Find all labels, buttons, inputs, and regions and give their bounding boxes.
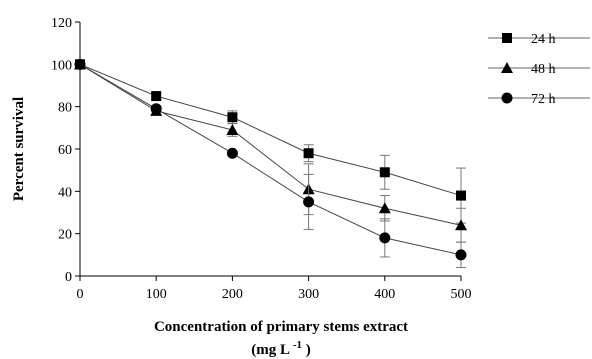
x-tick-label: 500 bbox=[451, 287, 472, 302]
data-point-24h bbox=[151, 91, 162, 102]
y-tick-label: 0 bbox=[65, 270, 72, 285]
legend-label-48h: 48 h bbox=[531, 62, 556, 77]
data-point-48h bbox=[455, 219, 467, 231]
x-tick-label: 100 bbox=[146, 287, 167, 302]
y-tick-label: 20 bbox=[58, 228, 72, 243]
x-tick-label: 200 bbox=[222, 287, 243, 302]
y-tick-label: 80 bbox=[58, 101, 72, 116]
series-24h bbox=[75, 59, 466, 224]
legend: 24 h 48 h 72 h bbox=[488, 32, 590, 107]
series-line-24h bbox=[79, 63, 462, 197]
x-axis-title: Concentration of primary stems extract bbox=[154, 319, 408, 335]
data-point-72h bbox=[379, 232, 391, 244]
y-tick-label: 40 bbox=[58, 185, 72, 200]
legend-item-72h: 72 h bbox=[488, 92, 590, 107]
y-tick-label: 60 bbox=[58, 143, 72, 158]
legend-item-24h: 24 h bbox=[488, 32, 590, 47]
x-tick-label: 300 bbox=[298, 287, 319, 302]
data-point-48h bbox=[226, 123, 239, 135]
legend-marker-24h bbox=[502, 33, 512, 43]
x-tick-label: 400 bbox=[374, 287, 395, 302]
legend-marker-48h bbox=[501, 62, 513, 73]
series-72h bbox=[74, 58, 467, 269]
legend-marker-72h bbox=[501, 92, 513, 104]
legend-label-72h: 72 h bbox=[531, 92, 556, 107]
x-axis-unit-main: (mg L bbox=[251, 342, 290, 358]
x-axis-unit-sup: -1 bbox=[293, 339, 302, 351]
data-point-48h bbox=[378, 202, 391, 214]
legend-label-24h: 24 h bbox=[531, 32, 556, 47]
data-point-72h bbox=[74, 58, 86, 70]
data-point-72h bbox=[226, 147, 238, 159]
data-point-72h bbox=[455, 249, 467, 261]
x-axis-unit: (mg L -1 ) bbox=[251, 336, 311, 358]
data-point-24h bbox=[456, 190, 466, 201]
x-tick-label: 0 bbox=[77, 287, 84, 302]
y-axis-title: Percent survival bbox=[11, 97, 27, 201]
series-line-48h bbox=[79, 63, 462, 226]
data-point-24h bbox=[227, 112, 238, 123]
data-point-24h bbox=[379, 167, 390, 178]
series-line-72h bbox=[79, 63, 462, 256]
axes: 0 20 40 60 80 100 120 0 100 200 300 400 500 bbox=[51, 16, 472, 302]
y-tick-label: 100 bbox=[51, 58, 72, 73]
x-axis-unit-close: ) bbox=[306, 342, 311, 358]
y-tick-label: 120 bbox=[51, 16, 72, 31]
data-point-72h bbox=[150, 103, 162, 115]
series-group bbox=[74, 58, 467, 269]
legend-item-48h: 48 h bbox=[488, 62, 590, 77]
data-point-72h bbox=[303, 196, 315, 208]
data-point-24h bbox=[303, 148, 314, 159]
